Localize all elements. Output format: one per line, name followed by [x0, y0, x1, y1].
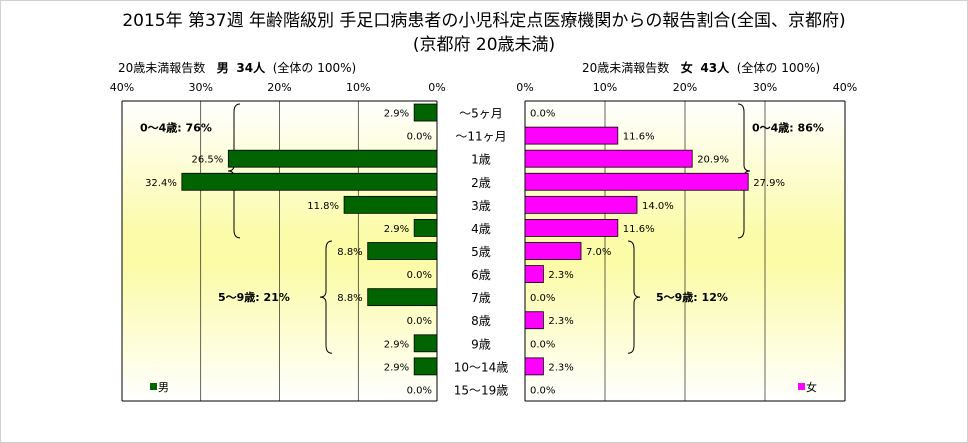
male-0-4-brace — [227, 103, 241, 239]
female-bar — [524, 219, 619, 237]
female-bar — [524, 149, 693, 168]
male-bar — [413, 357, 438, 376]
female-data-label: 27.9% — [753, 178, 785, 189]
male-5-9-annotation: 5～9歳: 21% — [218, 290, 290, 304]
female-data-label: 7.0% — [586, 247, 611, 258]
female-header-suffix: (全体の 100%) — [736, 61, 821, 75]
male-tick-label: 10% — [346, 81, 370, 94]
chart-title: 2015年 第37週 年齢階級別 手足口病患者の小児科定点医療機関からの報告割合… — [122, 11, 846, 31]
female-tick-label: 30% — [753, 81, 777, 94]
male-header-count: 34人 — [236, 61, 266, 75]
male-data-label: 2.9% — [384, 224, 409, 235]
female-0-4-brace — [737, 103, 751, 239]
female-header-sex: 女 — [680, 61, 693, 75]
female-bar — [524, 172, 749, 191]
category-label: 4歳 — [471, 222, 491, 236]
male-bar — [367, 242, 438, 260]
male-data-label: 0.0% — [407, 132, 432, 143]
male-data-label: 2.9% — [384, 362, 409, 373]
female-data-label: 14.0% — [642, 201, 674, 212]
female-bar — [524, 311, 544, 330]
female-5-9-annotation: 5～9歳: 12% — [656, 290, 728, 304]
female-tick-label: 0% — [516, 81, 533, 94]
female-data-label: 11.6% — [623, 224, 655, 235]
male-data-label: 8.8% — [337, 247, 362, 258]
category-label: 1歳 — [471, 153, 491, 167]
male-tick-label: 0% — [428, 81, 445, 94]
category-label: 9歳 — [471, 337, 491, 351]
category-label: 6歳 — [471, 268, 491, 282]
category-label: ～5ヶ月 — [459, 107, 503, 121]
category-label: 2歳 — [471, 176, 491, 190]
female-tick-label: 20% — [673, 81, 697, 94]
female-legend-swatch — [798, 383, 805, 390]
male-data-label: 0.0% — [407, 385, 432, 396]
female-header-prefix: 20歳未満報告数 — [582, 61, 670, 75]
male-bar — [367, 288, 438, 307]
female-header: 20歳未満報告数 女 43人 (全体の 100%) — [582, 59, 820, 76]
category-label: 8歳 — [471, 314, 491, 328]
male-0-4-annotation: 0～4歳: 76% — [140, 121, 212, 135]
male-header-prefix: 20歳未満報告数 — [118, 61, 206, 75]
female-tick-label: 40% — [833, 81, 857, 94]
male-header: 20歳未満報告数 男 34人 (全体の 100%) — [118, 59, 356, 76]
female-bar — [524, 195, 638, 214]
female-data-label: 0.0% — [530, 293, 555, 304]
male-header-sex: 男 — [216, 61, 229, 75]
female-data-label: 2.3% — [548, 270, 573, 281]
female-data-label: 0.0% — [530, 385, 555, 396]
female-bar — [524, 242, 582, 260]
male-header-suffix: (全体の 100%) — [272, 61, 357, 75]
category-label: 7歳 — [471, 291, 491, 305]
female-legend-label: 女 — [806, 380, 817, 394]
male-5-9-brace — [319, 240, 333, 354]
female-tick-label: 10% — [593, 81, 617, 94]
male-tick-label: 40% — [110, 81, 134, 94]
male-tick-label: 30% — [189, 81, 213, 94]
chart-subtitle: (京都府 20歳未満) — [412, 35, 556, 55]
male-data-label: 11.8% — [307, 201, 339, 212]
female-bar — [524, 126, 619, 145]
female-header-count: 43人 — [700, 61, 730, 75]
female-data-label: 20.9% — [697, 155, 729, 166]
category-label: 10～14歳 — [454, 360, 509, 374]
male-bar — [413, 103, 438, 122]
male-bar — [227, 149, 438, 168]
male-data-label: 0.0% — [407, 270, 432, 281]
male-data-label: 2.9% — [384, 109, 409, 120]
male-data-label: 2.9% — [384, 339, 409, 350]
category-label: 3歳 — [471, 199, 491, 213]
male-data-label: 8.8% — [337, 293, 362, 304]
female-data-label: 2.3% — [548, 316, 573, 327]
female-data-label: 2.3% — [548, 362, 573, 373]
male-data-label: 26.5% — [192, 155, 224, 166]
category-label: 5歳 — [471, 245, 491, 259]
female-0-4-annotation: 0～4歳: 86% — [752, 121, 824, 135]
female-data-label: 0.0% — [530, 339, 555, 350]
male-data-label: 32.4% — [145, 178, 177, 189]
female-data-label: 11.6% — [623, 132, 655, 143]
category-label: 15～19歳 — [454, 383, 509, 397]
male-bar — [181, 172, 438, 191]
male-data-label: 0.0% — [407, 316, 432, 327]
female-bar — [524, 357, 544, 376]
male-bar — [413, 334, 438, 353]
male-legend-label: 男 — [158, 381, 169, 394]
female-5-9-brace — [627, 240, 641, 354]
male-legend-swatch — [150, 383, 157, 390]
category-label: ～11ヶ月 — [455, 130, 506, 144]
female-data-label: 0.0% — [530, 109, 555, 120]
male-tick-label: 20% — [267, 81, 291, 94]
male-bar — [413, 219, 438, 237]
male-bar — [343, 195, 438, 214]
female-bar — [524, 265, 544, 283]
